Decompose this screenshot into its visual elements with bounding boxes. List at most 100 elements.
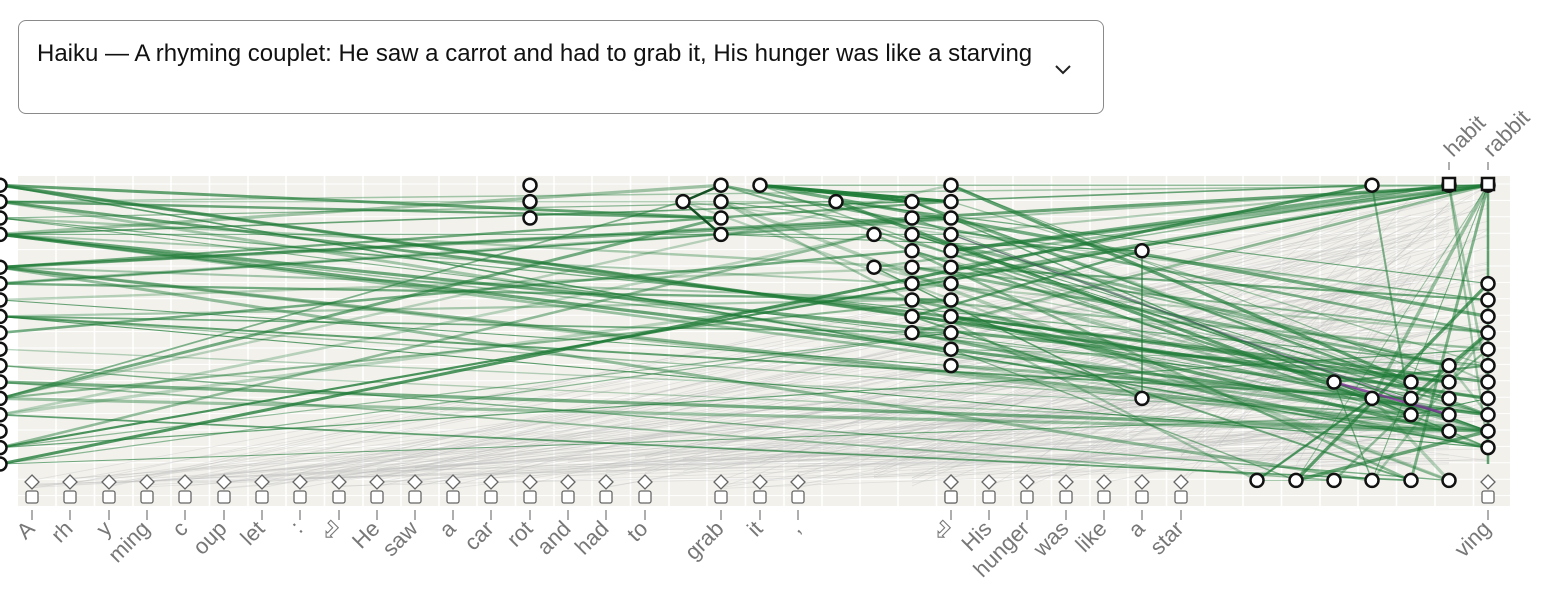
- token-embedding-square[interactable]: [370, 490, 384, 504]
- feature-node[interactable]: [904, 308, 920, 325]
- token-error-diamond[interactable]: [445, 474, 461, 490]
- feature-node[interactable]: [904, 243, 920, 259]
- token-error-diamond[interactable]: [292, 474, 308, 490]
- output-logit-node[interactable]: [1441, 176, 1457, 192]
- feature-node[interactable]: [904, 259, 920, 275]
- feature-node[interactable]: [522, 210, 538, 226]
- feature-node[interactable]: [943, 226, 959, 243]
- feature-node[interactable]: [713, 210, 729, 226]
- feature-node[interactable]: [752, 177, 768, 193]
- token-error-diamond[interactable]: [1019, 474, 1035, 490]
- feature-node[interactable]: [904, 226, 920, 243]
- feature-node[interactable]: [1326, 374, 1342, 390]
- token-error-diamond[interactable]: [752, 474, 768, 490]
- feature-node[interactable]: [904, 325, 920, 341]
- token-embedding-square[interactable]: [982, 490, 996, 504]
- feature-node[interactable]: [1480, 275, 1496, 292]
- feature-node[interactable]: [1364, 390, 1380, 407]
- feature-node[interactable]: [0, 275, 8, 292]
- feature-node[interactable]: [904, 292, 920, 308]
- feature-node[interactable]: [0, 308, 8, 325]
- token-error-diamond[interactable]: [1134, 474, 1150, 490]
- token-embedding-square[interactable]: [1059, 490, 1073, 504]
- feature-node[interactable]: [0, 292, 8, 308]
- feature-node[interactable]: [1441, 390, 1457, 407]
- token-error-diamond[interactable]: [1096, 474, 1112, 490]
- token-error-diamond[interactable]: [981, 474, 997, 490]
- feature-node[interactable]: [0, 439, 8, 456]
- feature-node[interactable]: [0, 193, 8, 210]
- token-embedding-square[interactable]: [140, 490, 154, 504]
- token-error-diamond[interactable]: [62, 474, 78, 490]
- feature-node[interactable]: [713, 226, 729, 243]
- token-embedding-square[interactable]: [255, 490, 269, 504]
- feature-node[interactable]: [943, 292, 959, 308]
- token-error-diamond[interactable]: [101, 474, 117, 490]
- feature-node[interactable]: [522, 177, 538, 193]
- token-error-diamond[interactable]: [637, 474, 653, 490]
- token-error-diamond[interactable]: [522, 474, 538, 490]
- feature-node[interactable]: [943, 193, 959, 210]
- feature-node[interactable]: [0, 341, 8, 357]
- token-embedding-square[interactable]: [25, 490, 39, 504]
- feature-node[interactable]: [1480, 407, 1496, 423]
- token-error-diamond[interactable]: [1173, 474, 1189, 490]
- feature-node[interactable]: [0, 390, 8, 407]
- output-logit-node[interactable]: [1480, 176, 1496, 192]
- feature-node[interactable]: [1441, 423, 1457, 439]
- feature-node[interactable]: [1480, 374, 1496, 390]
- token-embedding-square[interactable]: [523, 490, 537, 504]
- token-error-diamond[interactable]: [560, 474, 576, 490]
- feature-node[interactable]: [0, 259, 8, 275]
- token-error-diamond[interactable]: [713, 474, 729, 490]
- feature-node[interactable]: [1403, 407, 1419, 423]
- feature-node[interactable]: [1288, 472, 1304, 489]
- feature-node[interactable]: [1403, 472, 1419, 489]
- feature-node[interactable]: [943, 275, 959, 292]
- token-error-diamond[interactable]: [177, 474, 193, 490]
- feature-node[interactable]: [1134, 243, 1150, 259]
- token-embedding-square[interactable]: [446, 490, 460, 504]
- token-embedding-square[interactable]: [1481, 490, 1495, 504]
- token-embedding-square[interactable]: [561, 490, 575, 504]
- token-embedding-square[interactable]: [599, 490, 613, 504]
- feature-node[interactable]: [1441, 374, 1457, 390]
- token-embedding-square[interactable]: [1097, 490, 1111, 504]
- token-error-diamond[interactable]: [407, 474, 423, 490]
- feature-node[interactable]: [1403, 374, 1419, 390]
- feature-node[interactable]: [1480, 341, 1496, 357]
- feature-node[interactable]: [1480, 325, 1496, 341]
- feature-node[interactable]: [1480, 308, 1496, 325]
- token-embedding-square[interactable]: [102, 490, 116, 504]
- feature-node[interactable]: [0, 407, 8, 423]
- token-error-diamond[interactable]: [598, 474, 614, 490]
- token-error-diamond[interactable]: [369, 474, 385, 490]
- feature-node[interactable]: [0, 357, 8, 374]
- feature-node[interactable]: [1480, 423, 1496, 439]
- feature-node[interactable]: [0, 374, 8, 390]
- token-embedding-square[interactable]: [408, 490, 422, 504]
- feature-node[interactable]: [943, 177, 959, 193]
- feature-node[interactable]: [522, 193, 538, 210]
- feature-node[interactable]: [1326, 472, 1342, 489]
- token-embedding-square[interactable]: [1135, 490, 1149, 504]
- token-error-diamond[interactable]: [254, 474, 270, 490]
- feature-node[interactable]: [0, 226, 8, 243]
- token-embedding-square[interactable]: [791, 490, 805, 504]
- token-error-diamond[interactable]: [1480, 474, 1496, 490]
- feature-node[interactable]: [0, 325, 8, 341]
- feature-node[interactable]: [713, 177, 729, 193]
- feature-node[interactable]: [866, 259, 882, 275]
- prompt-selector[interactable]: Haiku — A rhyming couplet: He saw a carr…: [18, 20, 1104, 114]
- feature-node[interactable]: [943, 341, 959, 357]
- token-embedding-square[interactable]: [944, 490, 958, 504]
- feature-node[interactable]: [943, 325, 959, 341]
- feature-node[interactable]: [943, 243, 959, 259]
- feature-node[interactable]: [0, 210, 8, 226]
- token-error-diamond[interactable]: [1058, 474, 1074, 490]
- feature-node[interactable]: [943, 259, 959, 275]
- feature-node[interactable]: [943, 308, 959, 325]
- feature-node[interactable]: [904, 193, 920, 210]
- token-embedding-square[interactable]: [178, 490, 192, 504]
- token-error-diamond[interactable]: [24, 474, 40, 490]
